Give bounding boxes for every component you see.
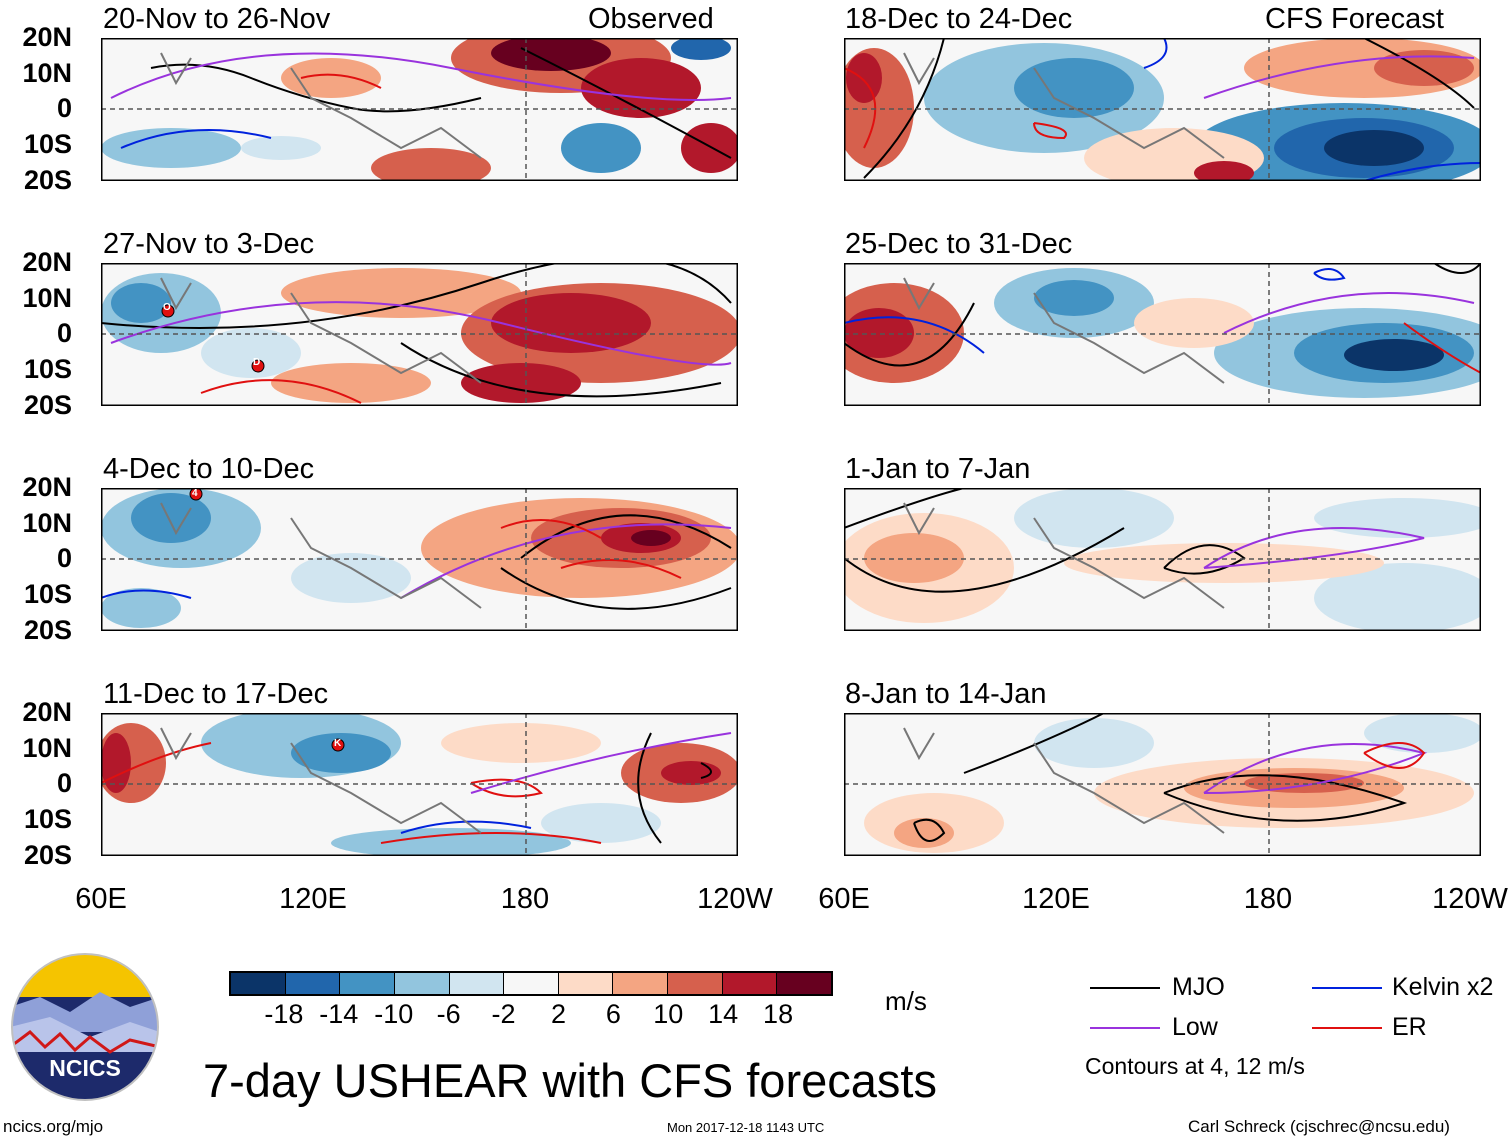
panel-title-6: 25-Dec to 31-Dec [845, 228, 1073, 260]
colorbar-label: -2 [491, 999, 516, 1029]
map-panel-7 [844, 488, 1481, 631]
lat-label: 20N [22, 22, 72, 52]
lat-label: 10S [23, 804, 72, 834]
panel-title-7: 1-Jan to 7-Jan [845, 453, 1031, 485]
figure-title: 7-day USHEAR with CFS forecasts [203, 1054, 937, 1107]
lat-label: 20S [23, 615, 72, 645]
colorbar-label: 6 [605, 999, 621, 1029]
map-panel-5 [844, 38, 1481, 181]
legend-line-low [1090, 1027, 1160, 1029]
legend-label-er: ER [1392, 1013, 1427, 1041]
lat-label: 0 [56, 93, 72, 123]
lat-label: 10S [23, 354, 72, 384]
storm-marker-k: K [334, 738, 342, 749]
lat-label: 20N [22, 472, 72, 502]
lat-label: 0 [56, 768, 72, 798]
lon-label-180-right: 180 [1243, 883, 1293, 915]
colorbar [229, 971, 833, 996]
map-panel-2 [101, 263, 738, 406]
colorbar-label: 10 [653, 999, 684, 1029]
colorbar-swatch [504, 973, 559, 994]
legend-label-mjo: MJO [1172, 973, 1225, 1001]
lon-label-120w-right: 120W [1432, 883, 1508, 915]
lon-label-60e-right: 60E [818, 883, 870, 915]
colorbar-label: -10 [374, 999, 414, 1029]
colorbar-swatch [340, 973, 395, 994]
panel-title-2: 27-Nov to 3-Dec [103, 228, 315, 260]
colorbar-swatch [777, 973, 832, 994]
lat-label: 20N [22, 247, 72, 277]
colorbar-label: 14 [708, 999, 739, 1029]
contours-note: Contours at 4, 12 m/s [1085, 1053, 1305, 1079]
lat-label: 10N [22, 283, 72, 313]
map-panel-8 [844, 713, 1481, 856]
lat-label: 0 [56, 318, 72, 348]
cfs-forecast-tag: CFS Forecast [1265, 3, 1444, 35]
colorbar-swatch [558, 973, 614, 994]
colorbar-swatch [668, 973, 723, 994]
lat-label: 10N [22, 733, 72, 763]
footer-url: ncics.org/mjo [3, 1117, 104, 1136]
panel-title-4: 11-Dec to 17-Dec [103, 678, 329, 710]
legend-line-er [1312, 1027, 1382, 1029]
colorbar-swatch [394, 973, 450, 994]
lon-label-60e-left: 60E [75, 883, 127, 915]
panel-title-1: 20-Nov to 26-Nov [103, 3, 331, 35]
footer-author: Carl Schreck (cjschrec@ncsu.edu) [1188, 1117, 1450, 1136]
lat-label: 20S [23, 840, 72, 870]
lat-label: 20N [22, 697, 72, 727]
map-panel-6 [844, 263, 1481, 406]
lat-label: 10N [22, 508, 72, 538]
observed-tag: Observed [588, 3, 714, 35]
lon-label-120e-left: 120E [279, 883, 347, 915]
colorbar-swatch [231, 973, 286, 994]
colorbar-units: m/s [885, 986, 927, 1016]
colorbar-swatch [449, 973, 505, 994]
logo-text: NCICS [49, 1055, 121, 1081]
storm-marker-o: O [163, 302, 171, 313]
map-panel-4 [101, 713, 738, 856]
legend-line-mjo [1090, 987, 1160, 989]
lat-label: 10N [22, 58, 72, 88]
colorbar-label: -6 [436, 999, 461, 1029]
panel-title-5: 18-Dec to 24-Dec [845, 3, 1073, 35]
lon-label-180-left: 180 [500, 883, 550, 915]
legend-label-low: Low [1172, 1013, 1218, 1041]
panel-title-8: 8-Jan to 14-Jan [845, 678, 1047, 710]
colorbar-swatch [722, 973, 778, 994]
storm-marker-4: 4 [192, 488, 198, 499]
lat-label: 20S [23, 390, 72, 420]
lat-label: 10S [23, 579, 72, 609]
lat-label: 20S [23, 165, 72, 195]
colorbar-label: -18 [264, 999, 304, 1029]
colorbar-label: 18 [763, 999, 794, 1029]
map-panel-1 [101, 38, 738, 181]
legend-label-kelvin: Kelvin x2 [1392, 973, 1494, 1001]
colorbar-swatch [613, 973, 669, 994]
lat-label: 10S [23, 129, 72, 159]
ncics-logo: NCICS [11, 953, 159, 1101]
storm-marker-d: D [253, 357, 261, 368]
legend-line-kelvin [1312, 987, 1382, 989]
colorbar-swatch [285, 973, 341, 994]
map-panel-3 [101, 488, 738, 631]
lon-label-120w-left: 120W [697, 883, 773, 915]
footer-timestamp: Mon 2017-12-18 1143 UTC [667, 1120, 825, 1135]
colorbar-label: 2 [550, 999, 566, 1029]
panel-title-3: 4-Dec to 10-Dec [103, 453, 315, 485]
colorbar-label: -14 [319, 999, 359, 1029]
lat-label: 0 [56, 543, 72, 573]
lon-label-120e-right: 120E [1022, 883, 1090, 915]
